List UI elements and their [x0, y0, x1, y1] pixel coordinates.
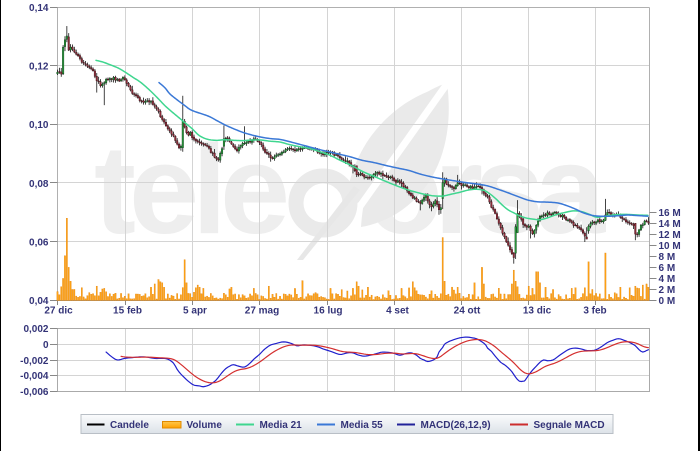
svg-text:15 feb: 15 feb	[113, 306, 142, 317]
svg-text:16 M: 16 M	[659, 208, 681, 219]
svg-text:0,002: 0,002	[23, 324, 48, 335]
svg-text:0,08: 0,08	[29, 179, 49, 190]
svg-text:24 ott: 24 ott	[454, 306, 481, 317]
svg-text:10 M: 10 M	[659, 241, 681, 252]
svg-text:Media 21: Media 21	[260, 420, 303, 431]
svg-text:4 set: 4 set	[386, 306, 409, 317]
svg-text:13 dic: 13 dic	[523, 306, 552, 317]
svg-text:-0,002: -0,002	[20, 356, 49, 367]
svg-text:4 M: 4 M	[659, 274, 676, 285]
svg-text:0,10: 0,10	[29, 120, 49, 131]
svg-text:Candele: Candele	[110, 420, 149, 431]
svg-text:0: 0	[43, 340, 49, 351]
svg-text:12 M: 12 M	[659, 230, 681, 241]
svg-text:3 feb: 3 feb	[583, 306, 606, 317]
svg-text:-0,006: -0,006	[20, 387, 49, 398]
svg-text:27 mag: 27 mag	[245, 306, 279, 317]
svg-text:14 M: 14 M	[659, 219, 681, 230]
svg-text:0,12: 0,12	[29, 62, 49, 73]
svg-text:0,14: 0,14	[29, 3, 49, 14]
svg-text:-0,004: -0,004	[20, 371, 49, 382]
svg-text:2 M: 2 M	[659, 285, 676, 296]
svg-text:Media 55: Media 55	[341, 420, 384, 431]
svg-text:0,04: 0,04	[29, 296, 49, 307]
svg-text:16 lug: 16 lug	[314, 306, 343, 317]
svg-text:MACD(26,12,9): MACD(26,12,9)	[421, 420, 491, 431]
svg-text:6 M: 6 M	[659, 263, 676, 274]
svg-text:27 dic: 27 dic	[44, 306, 73, 317]
svg-text:Segnale MACD: Segnale MACD	[534, 420, 605, 431]
svg-text:5 apr: 5 apr	[183, 306, 207, 317]
svg-text:0 M: 0 M	[659, 296, 676, 307]
svg-text:Volume: Volume	[187, 420, 223, 431]
svg-text:8 M: 8 M	[659, 252, 676, 263]
svg-text:0,06: 0,06	[29, 237, 49, 248]
